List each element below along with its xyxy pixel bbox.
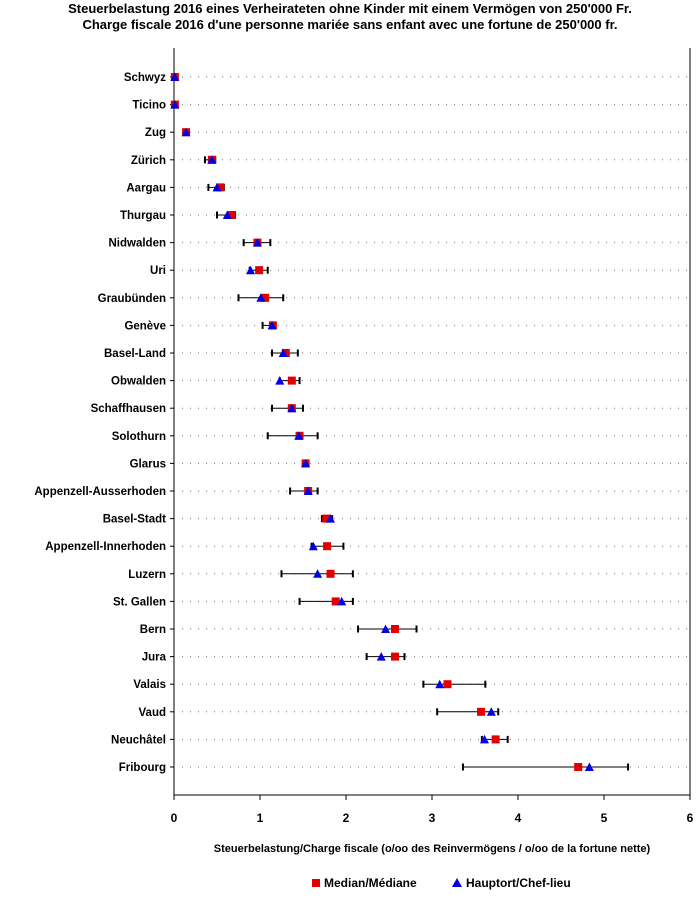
hauptort-marker [278,348,288,357]
median-marker [391,625,400,633]
hauptort-marker [479,734,489,744]
hauptort-marker [313,569,323,578]
chart-subtitle: Charge fiscale 2016 d'une personne marié… [82,17,618,32]
hauptort-marker [275,376,285,385]
category-label: Appenzell-Innerhoden [45,541,166,553]
category-label: St. Gallen [113,596,166,608]
category-label: Uri [150,265,166,277]
x-tick-label: 5 [601,811,608,825]
hauptort-marker [435,679,445,689]
legend-median-marker-icon [312,879,320,887]
category-label: Zug [145,127,166,139]
legend-hauptort-label: Hauptort/Chef-lieu [466,876,571,890]
category-label: Aargau [126,182,166,194]
x-axis-label: Steuerbelastung/Charge fiscale (o/oo des… [213,843,651,855]
x-tick-label: 6 [687,811,694,825]
category-label: Solothurn [112,431,166,443]
median-marker [216,183,225,192]
x-tick-label: 2 [343,811,350,825]
median-marker [391,652,400,661]
hauptort-marker [326,514,336,523]
hauptort-marker [222,210,232,219]
category-label: Schaffhausen [91,403,166,415]
median-marker [255,266,264,275]
category-label: Fribourg [119,762,166,774]
hauptort-marker [170,100,180,109]
median-marker [326,569,335,578]
x-tick-label: 4 [515,811,522,825]
hauptort-marker [308,541,318,551]
hauptort-marker [301,458,311,468]
hauptort-marker [212,182,222,192]
category-label: Ticino [132,100,166,112]
hauptort-marker [246,265,256,275]
median-marker [443,680,452,689]
hauptort-marker [252,238,262,247]
hauptort-marker [376,652,386,661]
hauptort-marker [486,707,496,716]
median-marker [287,376,296,385]
hauptort-marker [381,624,391,633]
chart-title: Steuerbelastung 2016 eines Verheirateten… [68,1,632,16]
hauptort-marker [303,486,313,495]
hauptort-marker [256,293,266,302]
category-label: Nidwalden [108,238,166,250]
category-label: Bern [140,624,166,636]
category-label: Jura [142,652,167,664]
legend-median: Median/Médiane [312,876,417,890]
median-marker [281,349,290,357]
category-label: Graubünden [98,293,166,305]
category-label: Neuchâtel [111,734,166,746]
hauptort-marker [287,403,297,413]
x-tick-label: 1 [257,811,264,825]
median-marker [477,707,486,716]
category-label: Luzern [128,569,166,581]
hauptort-marker [170,72,180,81]
category-label: Thurgau [120,210,166,222]
legend-median-label: Median/Médiane [324,876,417,890]
median-marker [574,763,583,771]
median-marker [227,211,236,219]
category-label: Vaud [139,707,166,719]
category-label: Valais [133,679,166,691]
hauptort-marker [337,596,347,606]
hauptort-marker [267,320,277,330]
legend-hauptort-marker-icon [452,878,462,887]
category-label: Basel-Stadt [103,514,166,526]
category-label: Appenzell-Ausserhoden [34,486,166,498]
hauptort-marker [181,127,191,137]
category-label: Basel-Land [104,348,166,360]
hauptort-marker [584,762,594,771]
x-tick-label: 3 [429,811,436,825]
category-label: Genève [124,320,166,332]
hauptort-marker [207,155,217,164]
hauptort-marker [294,431,304,440]
median-marker [491,735,500,744]
x-tick-label: 0 [171,811,178,825]
median-marker [322,514,331,523]
median-marker [323,542,332,551]
category-label: Schwyz [124,72,166,84]
median-marker [261,293,270,302]
category-label: Obwalden [111,376,166,388]
category-label: Zürich [131,155,166,167]
median-marker [331,597,340,606]
legend-hauptort: Hauptort/Chef-lieu [452,876,571,890]
category-label: Glarus [130,458,166,470]
